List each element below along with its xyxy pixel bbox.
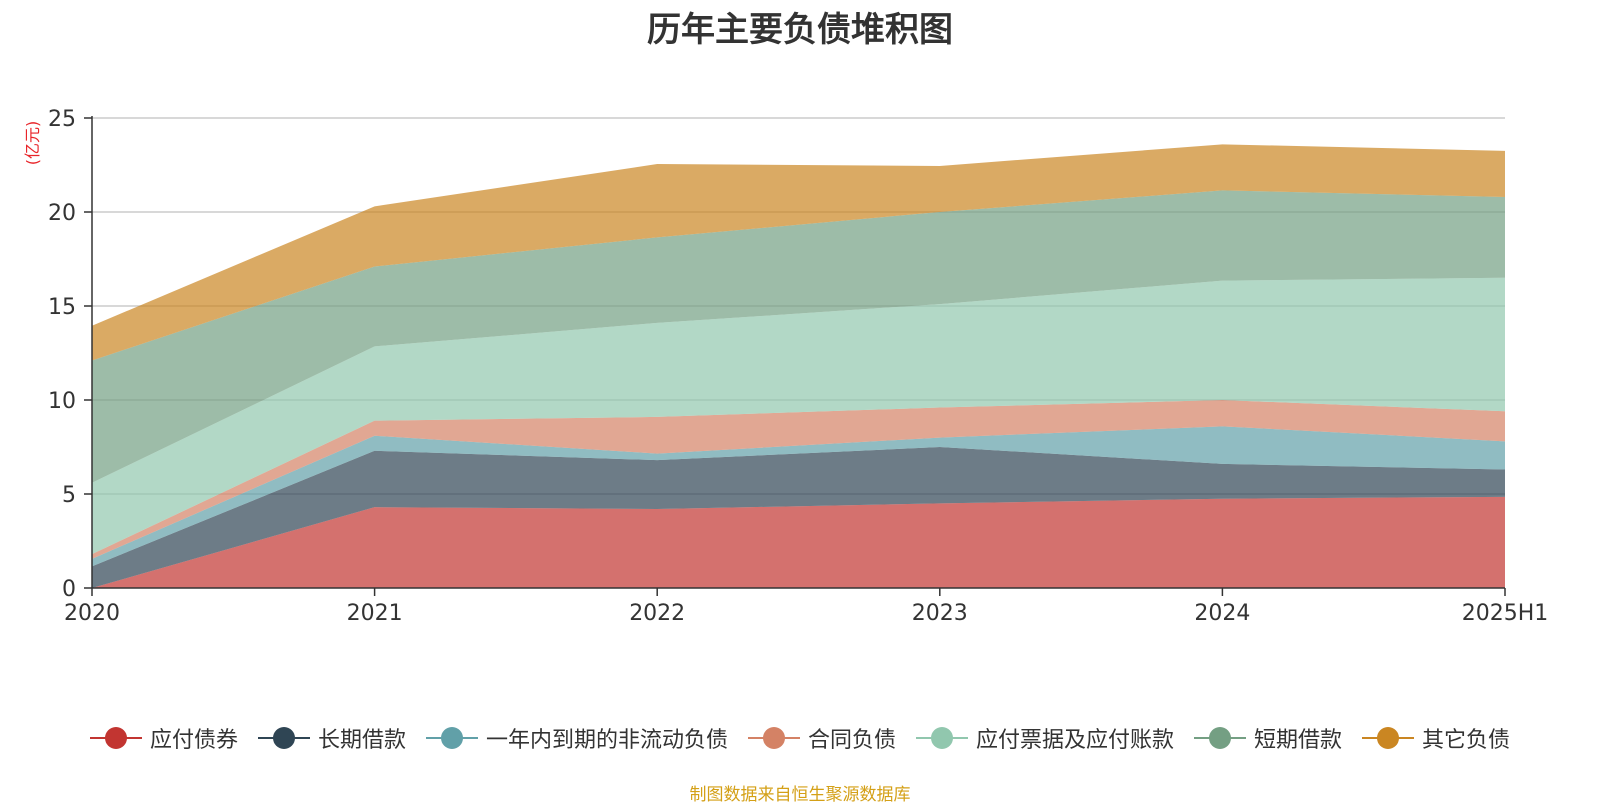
y-tick-label: 10 [48,389,76,414]
legend-marker-icon [257,726,310,750]
legend-item[interactable]: 短期借款 [1194,722,1342,754]
x-tick-label: 2022 [629,601,685,626]
legend-item[interactable]: 应付票据及应付账款 [916,722,1174,754]
y-tick-label: 5 [62,483,76,508]
x-tick-label: 2025H1 [1462,601,1549,626]
legend-label: 一年内到期的非流动负债 [485,728,728,753]
legend-marker-icon [1194,726,1247,750]
legend-label: 合同负债 [807,728,896,753]
source-note: 制图数据来自恒生聚源数据库 [689,785,911,805]
y-tick-label: 0 [62,577,76,602]
x-tick-label: 2024 [1194,601,1250,626]
legend-item[interactable]: 长期借款 [257,722,406,754]
area-series-layer [92,144,1505,588]
legend-item[interactable]: 其它负债 [1362,722,1510,754]
area-series-2 [92,447,1505,588]
legend-label: 应付债券 [149,728,238,753]
legend-item[interactable]: 一年内到期的非流动负债 [425,722,728,754]
legend-item[interactable]: 应付债券 [89,722,238,754]
legend-marker-icon [89,726,142,750]
legend-marker-icon [916,726,968,750]
x-tick-label: 2021 [347,601,403,626]
area-series-7 [92,144,1505,361]
area-series-5 [92,277,1505,555]
area-series-1 [92,496,1505,588]
y-tick-label: 15 [48,295,76,320]
legend-label: 长期借款 [317,728,406,753]
legend-marker-icon [1362,726,1415,750]
legend-label: 应付票据及应付账款 [976,728,1175,753]
area-series-6 [92,190,1505,483]
tick-labels: 0 5 10 15 20 25 2020 2021 2022 2023 2024 2025H1 [48,107,1548,626]
y-axis-unit-label: (亿元) [23,121,42,166]
x-tick-label: 2020 [64,601,120,626]
y-tick-label: 20 [48,201,76,226]
area-series-3 [92,426,1505,567]
legend: 应付债券 长期借款 一年内到期的非流动负债 合同负债 应付票据及应付账款 短期借款 其它负债 [0,718,1600,758]
legend-marker-icon [425,726,478,750]
legend-item[interactable]: 合同负债 [747,722,896,754]
x-tick-label: 2023 [912,601,968,626]
axes [84,116,1506,596]
legend-marker-icon [747,726,800,750]
legend-label: 短期借款 [1254,728,1343,753]
legend-label: 其它负债 [1422,728,1511,753]
y-tick-label: 25 [48,107,76,132]
chart-title: 历年主要负债堆积图 [647,10,953,50]
area-series-4 [92,400,1505,559]
